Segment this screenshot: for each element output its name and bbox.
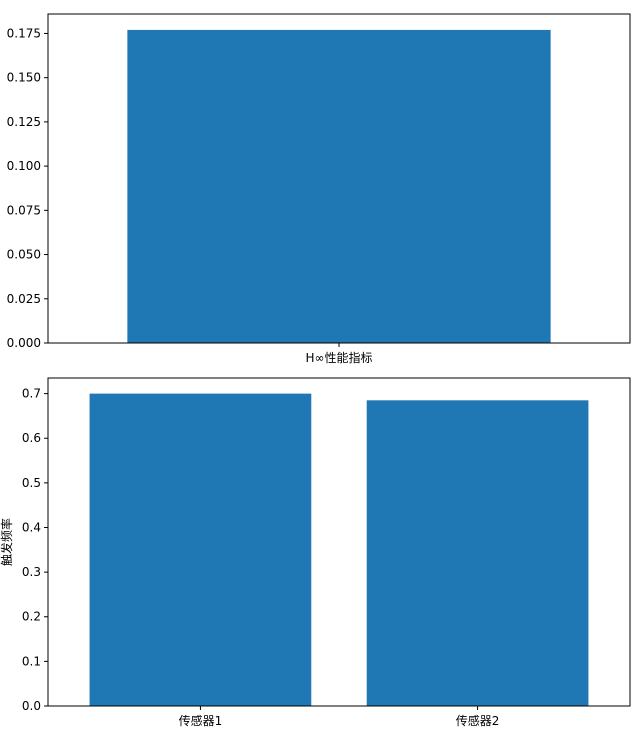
y-tick-label: 0.000: [7, 336, 41, 350]
y-tick-label: 0.100: [7, 159, 41, 173]
y-tick-label: 0.150: [7, 71, 41, 85]
y-tick-label: 0.050: [7, 248, 41, 262]
y-tick-label: 0.1: [22, 654, 41, 668]
x-tick-label: H∞性能指标: [305, 350, 372, 365]
bar-0-0: [127, 29, 551, 344]
y-tick-label: 0.125: [7, 115, 41, 129]
y-tick-label: 0.7: [22, 387, 41, 401]
y-tick-label: 0.5: [22, 476, 41, 490]
bar-1-1: [366, 400, 589, 706]
x-tick-label: 传感器2: [456, 713, 500, 728]
y-axis-title: 触发频率: [0, 518, 14, 566]
y-tick-label: 0.2: [22, 610, 41, 624]
y-tick-label: 0.6: [22, 431, 41, 445]
y-tick-label: 0.175: [7, 26, 41, 40]
bar-1-0: [89, 393, 312, 706]
y-tick-label: 0.075: [7, 203, 41, 217]
y-tick-label: 0.025: [7, 292, 41, 306]
y-tick-label: 0.0: [22, 699, 41, 713]
y-tick-label: 0.3: [22, 565, 41, 579]
axes-frame: [47, 377, 631, 707]
chart-sensor-trigger-frequency: 0.0 0.1 0.2 0.3 0.4 0.5 0.6 0.7 传感器1 传感器2 触发频率: [0, 377, 631, 728]
chart-h-infinity-performance: 0.000 0.025 0.050 0.075 0.100 0.125 0.150 0.175…: [7, 13, 631, 365]
y-tick-label: 0.4: [22, 520, 41, 534]
x-tick-label: 传感器1: [179, 713, 223, 728]
